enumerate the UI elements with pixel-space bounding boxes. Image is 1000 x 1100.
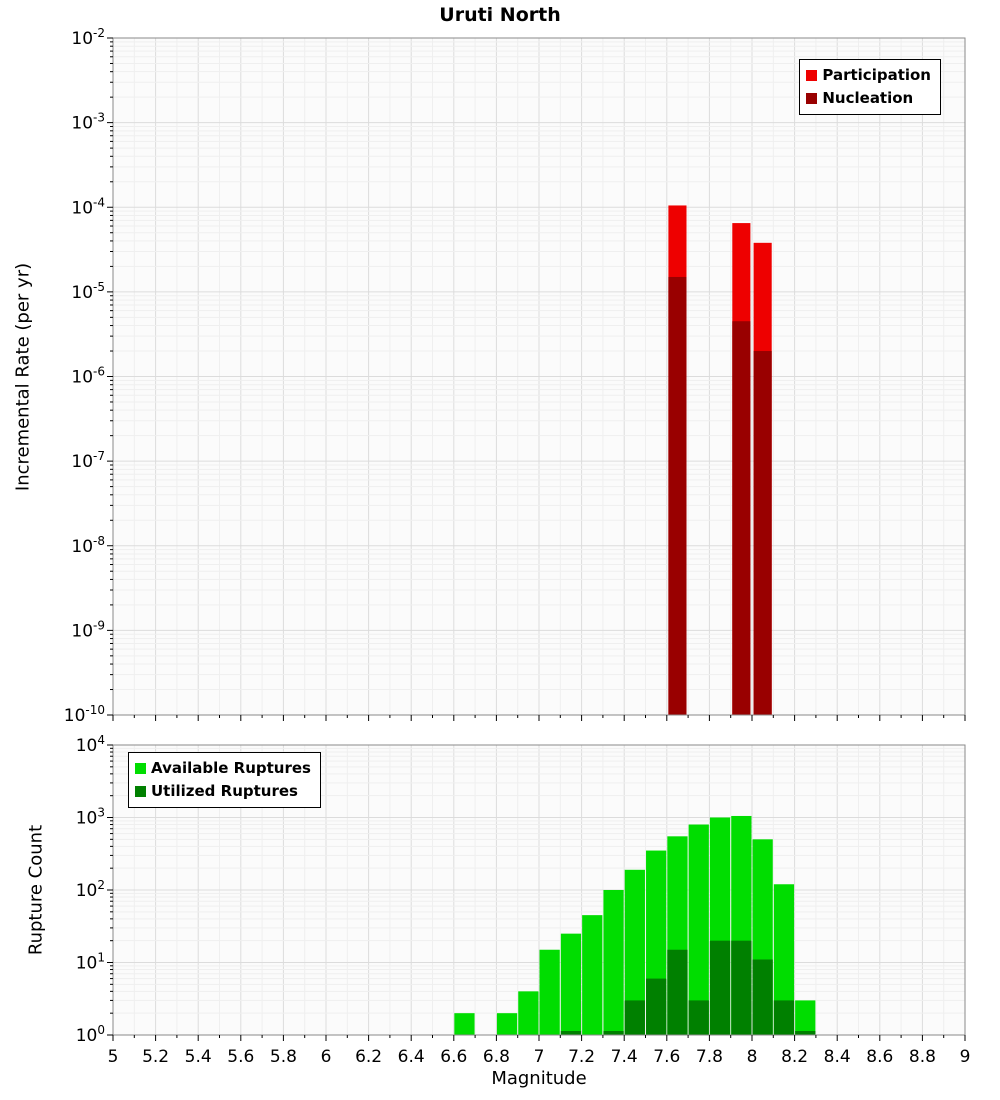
- legend-label-participation: Participation: [822, 66, 931, 84]
- x-tick-label: 5.8: [270, 1047, 297, 1067]
- legend-rate: Participation Nucleation: [799, 59, 941, 115]
- y-tick-label: 10-4: [71, 195, 105, 218]
- x-tick-label: 6.8: [483, 1047, 510, 1067]
- legend-item-nucleation: Nucleation: [806, 87, 931, 110]
- bar: [646, 978, 667, 1035]
- x-tick-label: 6.2: [355, 1047, 382, 1067]
- participation-swatch-icon: [806, 70, 818, 81]
- bar: [709, 940, 731, 1035]
- chart-title: Uruti North: [439, 4, 561, 26]
- legend-item-utilized: Utilized Ruptures: [135, 780, 311, 803]
- y-tick-label: 10-5: [71, 280, 105, 303]
- x-tick-label: 5.4: [185, 1047, 212, 1067]
- bar: [668, 276, 687, 715]
- x-tick-label: 6: [321, 1047, 332, 1067]
- bar: [752, 959, 773, 1035]
- bar: [688, 824, 709, 1035]
- nucleation-swatch-icon: [806, 93, 818, 104]
- x-tick-label: 5.2: [142, 1047, 169, 1067]
- x-tick-label: 8: [747, 1047, 758, 1067]
- bar: [795, 1000, 816, 1035]
- bar: [603, 1031, 624, 1035]
- y-tick-label: 10-10: [64, 703, 105, 726]
- legend-item-available: Available Ruptures: [135, 757, 311, 780]
- x-tick-label: 8.6: [866, 1047, 893, 1067]
- bar: [773, 1000, 795, 1035]
- bar: [688, 1000, 709, 1035]
- bar: [667, 949, 688, 1035]
- bar: [753, 351, 772, 715]
- y-tick-label: 10-7: [71, 449, 105, 472]
- legend-label-utilized: Utilized Ruptures: [151, 782, 298, 800]
- bar: [731, 940, 752, 1035]
- x-axis-label: Magnitude: [491, 1068, 587, 1089]
- legend-item-participation: Participation: [806, 64, 931, 87]
- bar: [603, 890, 624, 1035]
- y-tick-label: 102: [76, 878, 105, 901]
- bar: [624, 1000, 645, 1035]
- bar: [624, 869, 645, 1035]
- x-tick-label: 7.2: [568, 1047, 595, 1067]
- bar: [496, 1013, 518, 1035]
- bar: [560, 1031, 582, 1035]
- bar: [518, 991, 539, 1035]
- x-tick-label: 8.2: [781, 1047, 808, 1067]
- y-tick-label: 101: [76, 951, 105, 974]
- x-tick-label: 7.6: [653, 1047, 680, 1067]
- bar: [560, 933, 582, 1035]
- x-tick-label: 6.4: [398, 1047, 425, 1067]
- available-ruptures-swatch-icon: [135, 763, 146, 774]
- y-tick-label: 10-6: [71, 365, 105, 388]
- x-tick-label: 8.4: [824, 1047, 851, 1067]
- x-tick-label: 5.6: [227, 1047, 254, 1067]
- incremental-rate-panel: 10-2 10-3 10-4 10-5 10-6 10-7 10-8 10-9 10-10: [64, 26, 966, 726]
- legend-label-nucleation: Nucleation: [822, 89, 914, 107]
- y-tick-label: 10-3: [71, 111, 105, 134]
- bar: [732, 321, 751, 715]
- bar: [795, 1031, 816, 1035]
- bar: [582, 915, 603, 1035]
- y-tick-label: 103: [76, 806, 105, 829]
- x-tick-label: 7.4: [611, 1047, 638, 1067]
- utilized-ruptures-swatch-icon: [135, 786, 146, 797]
- x-tick-label: 6.6: [440, 1047, 467, 1067]
- x-tick-label: 7: [534, 1047, 545, 1067]
- x-tick-label: 9: [960, 1047, 971, 1067]
- legend-count: Available Ruptures Utilized Ruptures: [128, 752, 321, 808]
- bar: [454, 1013, 475, 1035]
- y-tick-label: 104: [76, 733, 105, 756]
- x-tick-label: 8.8: [909, 1047, 936, 1067]
- legend-label-available: Available Ruptures: [151, 759, 311, 777]
- y-tick-label: 100: [76, 1023, 105, 1046]
- x-tick-label: 7.8: [696, 1047, 723, 1067]
- y-tick-label: 10-9: [71, 618, 105, 641]
- bar: [539, 949, 560, 1035]
- y-tick-label: 10-8: [71, 534, 105, 557]
- x-tick-label: 5: [108, 1047, 119, 1067]
- y-tick-label: 10-2: [71, 26, 105, 49]
- bar: [773, 884, 795, 1035]
